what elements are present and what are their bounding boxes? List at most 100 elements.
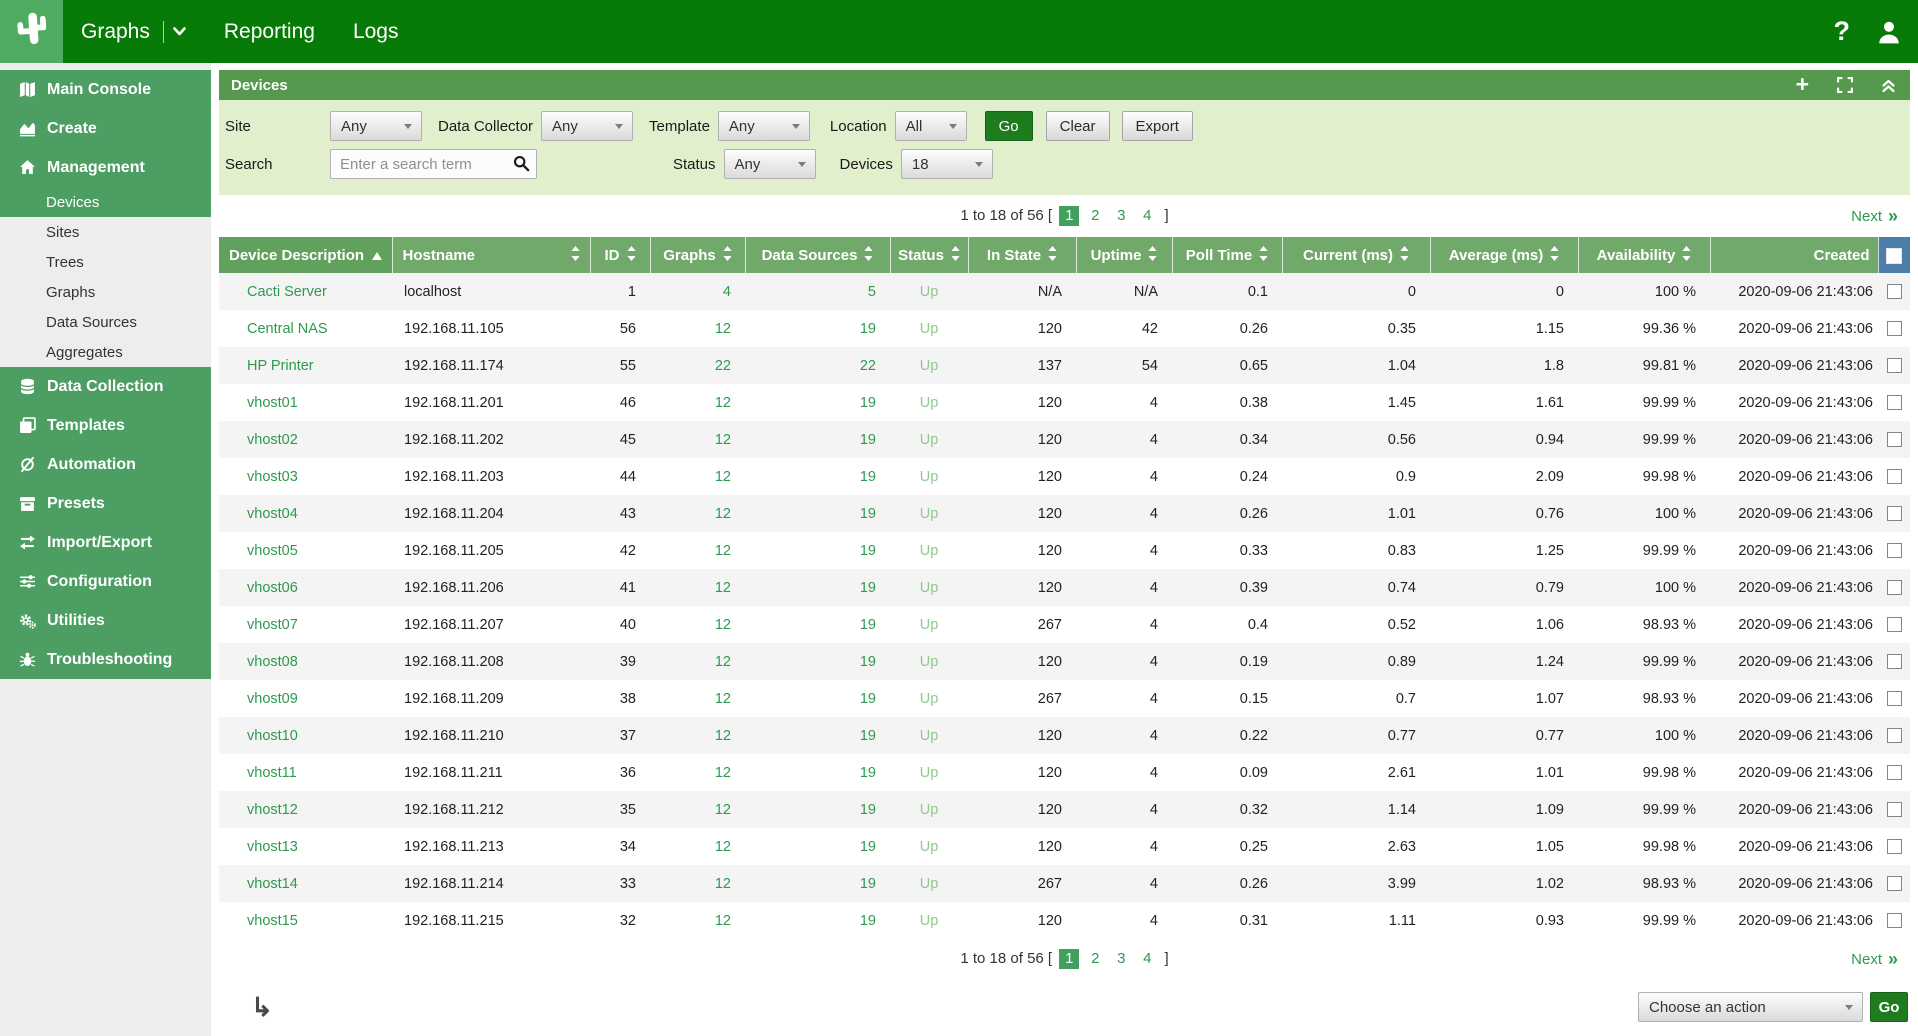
row-checkbox[interactable] [1886, 839, 1902, 855]
row-checkbox[interactable] [1886, 654, 1902, 670]
row-checkbox[interactable] [1886, 580, 1902, 596]
data_sources-link[interactable]: 19 [859, 912, 876, 929]
page-link-1[interactable]: 1 [1059, 206, 1080, 226]
data_sources-link[interactable]: 19 [859, 875, 876, 892]
column-header-uptime[interactable]: Uptime [1076, 237, 1173, 273]
sidebar-subitem-data-sources[interactable]: Data Sources [0, 307, 211, 337]
graphs-link[interactable]: 12 [714, 690, 731, 707]
column-header-availability[interactable]: Availability [1578, 237, 1711, 273]
graphs-link[interactable]: 12 [714, 542, 731, 559]
data_sources-link[interactable]: 19 [859, 801, 876, 818]
row-checkbox[interactable] [1886, 543, 1902, 559]
column-header-in-state[interactable]: In State [968, 237, 1077, 273]
sidebar-item-import-export[interactable]: Import/Export [0, 523, 211, 562]
column-header-created[interactable]: Created [1710, 237, 1879, 273]
data_sources-link[interactable]: 19 [859, 579, 876, 596]
column-header-device-description[interactable]: Device Description [219, 237, 393, 273]
user-icon[interactable] [1876, 19, 1902, 45]
sidebar-subitem-aggregates[interactable]: Aggregates [0, 337, 211, 367]
row-checkbox[interactable] [1886, 284, 1902, 300]
device-link[interactable]: vhost02 [247, 431, 298, 448]
help-icon[interactable]: ? [1833, 16, 1851, 46]
tab-logs[interactable]: Logs [353, 20, 399, 44]
device-link[interactable]: Cacti Server [247, 283, 327, 300]
data_sources-link[interactable]: 19 [859, 690, 876, 707]
data_sources-link[interactable]: 19 [859, 542, 876, 559]
data_sources-link[interactable]: 19 [859, 616, 876, 633]
template-select[interactable]: Any [717, 111, 810, 141]
page-link-1[interactable]: 1 [1059, 949, 1080, 969]
search-icon[interactable] [513, 155, 530, 177]
device-link[interactable]: vhost14 [247, 875, 298, 892]
data_sources-link[interactable]: 19 [859, 727, 876, 744]
collapse-panel-icon[interactable] [1881, 78, 1896, 93]
sidebar-subitem-graphs[interactable]: Graphs [0, 277, 211, 307]
row-checkbox[interactable] [1886, 876, 1902, 892]
graphs-link[interactable]: 12 [714, 838, 731, 855]
device-link[interactable]: vhost10 [247, 727, 298, 744]
device-link[interactable]: vhost05 [247, 542, 298, 559]
device-link[interactable]: vhost11 [247, 764, 297, 781]
graphs-link[interactable]: 22 [714, 357, 731, 374]
row-checkbox[interactable] [1886, 691, 1902, 707]
graphs-link[interactable]: 12 [714, 468, 731, 485]
page-link-2[interactable]: 2 [1091, 950, 1100, 967]
fullscreen-icon[interactable] [1837, 77, 1853, 93]
column-header-average-ms[interactable]: Average (ms) [1430, 237, 1579, 273]
next-page-link[interactable]: Next » [1851, 950, 1898, 968]
sidebar-item-templates[interactable]: Templates [0, 406, 211, 445]
devices-per-page-select[interactable]: 18 [900, 149, 993, 179]
row-checkbox[interactable] [1886, 728, 1902, 744]
device-link[interactable]: Central NAS [247, 320, 328, 337]
column-header-current-ms[interactable]: Current (ms) [1282, 237, 1431, 273]
graphs-link[interactable]: 12 [714, 801, 731, 818]
column-header-data-sources[interactable]: Data Sources [745, 237, 891, 273]
search-input[interactable] [330, 149, 537, 179]
device-link[interactable]: vhost04 [247, 505, 298, 522]
graphs-link[interactable]: 12 [714, 394, 731, 411]
data_sources-link[interactable]: 19 [859, 431, 876, 448]
action-go-button[interactable]: Go [1870, 992, 1908, 1022]
device-link[interactable]: vhost07 [247, 616, 298, 633]
device-link[interactable]: vhost06 [247, 579, 298, 596]
page-link-2[interactable]: 2 [1091, 207, 1100, 224]
device-link[interactable]: vhost03 [247, 468, 298, 485]
device-link[interactable]: HP Printer [247, 357, 314, 374]
column-header-graphs[interactable]: Graphs [650, 237, 746, 273]
column-header-id[interactable]: ID [590, 237, 651, 273]
row-checkbox[interactable] [1886, 802, 1902, 818]
row-checkbox[interactable] [1886, 321, 1902, 337]
cacti-logo[interactable] [0, 0, 63, 63]
sidebar-item-create[interactable]: Create [0, 109, 211, 148]
page-link-3[interactable]: 3 [1117, 207, 1126, 224]
chevron-down-icon[interactable] [173, 27, 186, 36]
clear-button[interactable]: Clear [1045, 111, 1110, 141]
filter-go-button[interactable]: Go [984, 111, 1033, 141]
sidebar-item-presets[interactable]: Presets [0, 484, 211, 523]
device-link[interactable]: vhost01 [247, 394, 298, 411]
sidebar-subitem-devices[interactable]: Devices [0, 187, 211, 217]
sidebar-subitem-sites[interactable]: Sites [0, 217, 211, 247]
status-select[interactable]: Any [723, 149, 816, 179]
sidebar-item-utilities[interactable]: Utilities [0, 601, 211, 640]
page-link-4[interactable]: 4 [1143, 207, 1152, 224]
sidebar-item-data-collection[interactable]: Data Collection [0, 367, 211, 406]
tab-graphs[interactable]: Graphs [81, 20, 186, 44]
export-button[interactable]: Export [1121, 111, 1193, 141]
device-link[interactable]: vhost12 [247, 801, 298, 818]
sidebar-item-configuration[interactable]: Configuration [0, 562, 211, 601]
sidebar-item-troubleshooting[interactable]: Troubleshooting [0, 640, 211, 679]
device-link[interactable]: vhost15 [247, 912, 298, 929]
graphs-link[interactable]: 12 [714, 616, 731, 633]
row-checkbox[interactable] [1886, 432, 1902, 448]
graphs-link[interactable]: 12 [714, 579, 731, 596]
data_sources-link[interactable]: 19 [859, 394, 876, 411]
graphs-link[interactable]: 12 [714, 875, 731, 892]
data_sources-link[interactable]: 22 [859, 357, 876, 374]
row-checkbox[interactable] [1886, 395, 1902, 411]
data_sources-link[interactable]: 19 [859, 838, 876, 855]
site-select[interactable]: Any [330, 111, 422, 141]
graphs-link[interactable]: 12 [714, 653, 731, 670]
next-page-link[interactable]: Next » [1851, 207, 1898, 225]
column-header-status[interactable]: Status [890, 237, 969, 273]
